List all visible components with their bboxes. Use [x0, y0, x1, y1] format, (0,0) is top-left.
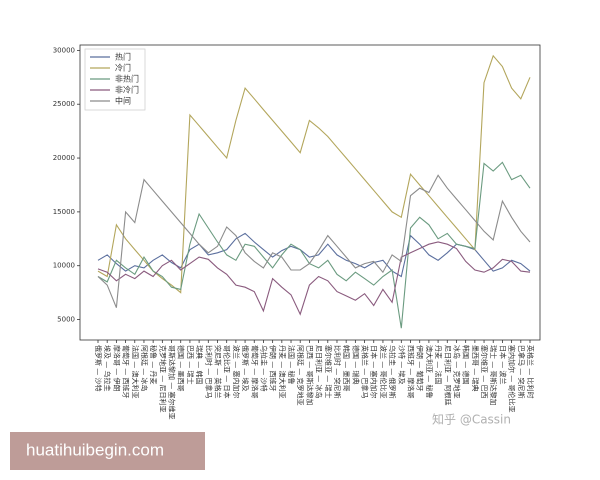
x-tick-label: 尼日利亚 — 冰岛 — [315, 345, 324, 398]
x-tick-label: 西班牙 — 摩洛哥 — [407, 345, 416, 398]
legend-label: 中间 — [115, 96, 131, 106]
x-tick-label: 澳大利亚 — 秘鲁 — [425, 345, 434, 398]
x-tick-label: 丹麦 — 澳大利亚 — [278, 345, 287, 398]
x-tick-label: 塞内加尔 — 哥伦比亚 — [508, 345, 517, 412]
x-tick-label: 日本 — 塞内加尔 — [370, 345, 379, 398]
x-tick-label: 哥斯达黎加 — 塞尔维亚 — [168, 345, 177, 419]
line-series — [97, 174, 531, 308]
y-tick-label: 30000 — [53, 46, 75, 54]
x-tick-label: 比利时 — 突尼斯 — [333, 345, 342, 398]
x-tick-label: 巴拿马 — 突尼斯 — [517, 345, 526, 398]
y-tick-label: 5000 — [57, 316, 75, 324]
plot-frame — [79, 44, 541, 341]
watermark: huatihuibegin.com — [26, 440, 164, 459]
x-tick-label: 伊朗 — 西班牙 — [269, 345, 278, 391]
x-tick-label: 巴西 — 哥斯达黎加 — [305, 345, 314, 405]
x-tick-label: 法国 — 澳大利亚 — [131, 345, 140, 398]
legend-label: 冷门 — [115, 63, 131, 73]
x-tick-label: 俄罗斯 — 沙特 — [94, 345, 103, 391]
x-tick-label: 葡萄牙 — 西班牙 — [122, 345, 131, 398]
x-tick-label: 克罗地亚 — 尼日利亚 — [158, 345, 167, 412]
line-series — [97, 54, 531, 294]
x-tick-label: 丹麦 — 法国 — [434, 345, 443, 384]
x-tick-label: 瑞士 — 哥斯达黎加 — [489, 345, 498, 405]
x-tick-label: 法国 — 秘鲁 — [287, 345, 296, 384]
x-tick-label: 乌拉圭 — 沙特 — [259, 345, 268, 391]
watermark-box — [10, 432, 205, 470]
y-tick-label: 10000 — [53, 262, 75, 270]
x-tick-label: 巴西 — 瑞士 — [186, 345, 195, 384]
y-tick-label: 15000 — [53, 208, 75, 216]
watermark: 知乎 @Cassin — [432, 413, 511, 427]
x-tick-label: 阿根廷 — 克罗地亚 — [296, 345, 305, 405]
x-tick-label: 乌拉圭 — 俄罗斯 — [388, 345, 397, 398]
x-tick-label: 葡萄牙 — 摩洛哥 — [250, 345, 259, 398]
x-tick-label: 哥伦比亚 — 日本 — [223, 345, 232, 398]
x-tick-label: 埃及 — 乌拉圭 — [103, 345, 112, 391]
x-tick-label: 秘鲁 — 丹麦 — [149, 345, 158, 384]
x-tick-label: 塞尔维亚 — 瑞士 — [324, 345, 333, 398]
x-tick-label: 墨西哥 — 瑞典 — [471, 345, 480, 391]
x-tick-label: 韩国 — 德国 — [462, 345, 471, 384]
x-tick-label: 沙特 — 埃及 — [397, 345, 406, 384]
line-series — [97, 241, 531, 316]
y-tick-label: 20000 — [53, 154, 75, 162]
x-tick-label: 韩国 — 墨西哥 — [342, 345, 351, 391]
x-tick-label: 比利时 — 巴拿马 — [204, 345, 213, 398]
x-tick-label: 塞尔维亚 — 巴西 — [480, 345, 489, 398]
x-tick-label: 俄罗斯 — 埃及 — [241, 345, 250, 391]
x-tick-label: 伊朗 — 葡萄牙 — [416, 345, 425, 391]
x-tick-label: 德国 — 瑞典 — [351, 345, 360, 384]
x-tick-label: 阿根廷 — 冰岛 — [140, 345, 149, 391]
y-tick-label: 25000 — [53, 100, 75, 108]
x-tick-label: 突尼斯 — 英格兰 — [213, 345, 222, 398]
x-tick-label: 波兰 — 哥伦比亚 — [379, 345, 388, 398]
line-series — [97, 161, 531, 329]
legend-label: 非冷门 — [115, 85, 139, 95]
x-tick-label: 冰岛 — 克罗地亚 — [452, 345, 461, 398]
x-tick-label: 日本 — 波兰 — [498, 345, 507, 384]
legend-label: 非热门 — [115, 74, 139, 84]
x-tick-label: 英格兰 — 比利时 — [526, 345, 535, 398]
x-tick-label: 德国 — 墨西哥 — [177, 345, 186, 391]
x-tick-label: 摩洛哥 — 伊朗 — [112, 345, 121, 391]
legend-label: 热门 — [115, 52, 131, 62]
x-tick-label: 瑞典 — 韩国 — [195, 345, 204, 384]
x-tick-label: 英格兰 — 巴拿马 — [361, 345, 370, 398]
x-tick-label: 波兰 — 塞内加尔 — [232, 345, 241, 398]
x-tick-label: 尼日利亚 — 阿根廷 — [443, 345, 452, 405]
